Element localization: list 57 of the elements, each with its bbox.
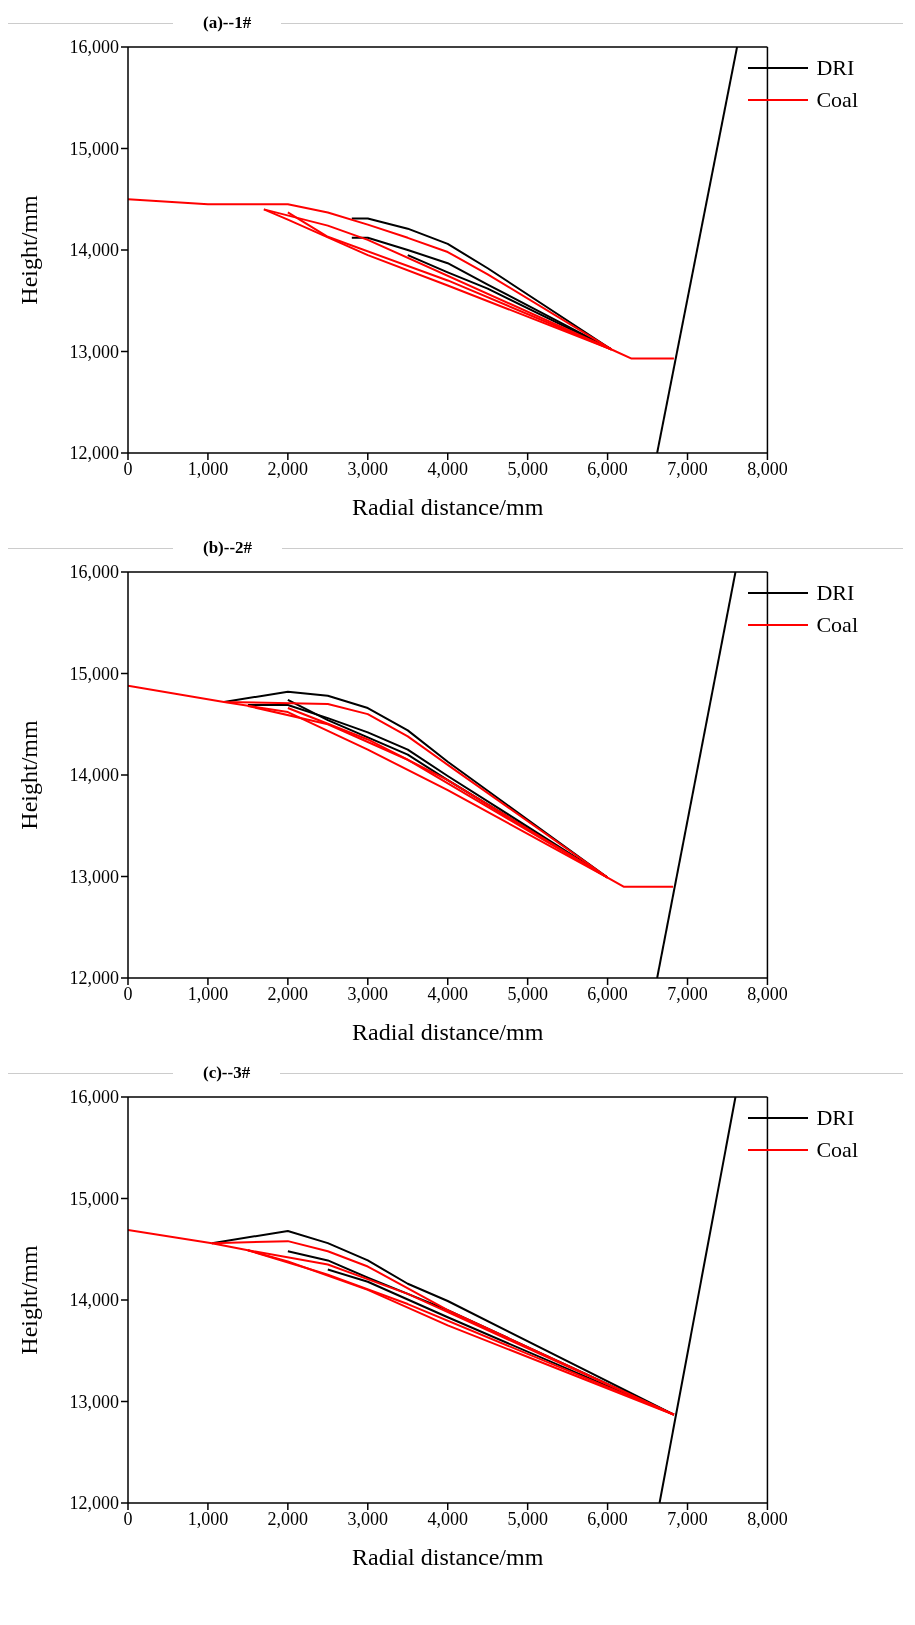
- y-tick-label: 16,000: [69, 1087, 119, 1108]
- x-tick-label: 2,000: [267, 983, 309, 1004]
- legend-label: DRI: [816, 580, 855, 606]
- x-tick-label: 5,000: [507, 1508, 548, 1529]
- x-tick-label: 0: [123, 1508, 133, 1529]
- x-tick-label: 3,000: [347, 983, 389, 1004]
- y-axis-title: Height/mm: [15, 720, 42, 830]
- x-tick-label: 0: [123, 983, 133, 1004]
- x-axis-title: Radial distance/mm: [352, 1544, 544, 1570]
- y-tick-label: 13,000: [69, 341, 119, 362]
- legend-label: Coal: [816, 1137, 858, 1163]
- y-tick-label: 14,000: [69, 765, 119, 786]
- legend-label: DRI: [816, 55, 855, 81]
- y-tick-label: 13,000: [69, 866, 119, 887]
- x-tick-label: 6,000: [587, 983, 628, 1004]
- y-tick-label: 16,000: [69, 562, 119, 583]
- x-tick-label: 4,000: [427, 1508, 468, 1529]
- y-axis-title: Height/mm: [15, 1245, 42, 1355]
- x-tick-label: 7,000: [667, 983, 708, 1004]
- x-tick-label: 5,000: [507, 458, 548, 479]
- y-tick-label: 12,000: [69, 443, 119, 464]
- legend-label: DRI: [816, 1105, 855, 1131]
- legend-label: Coal: [816, 612, 858, 638]
- x-tick-label: 7,000: [667, 458, 708, 479]
- x-tick-label: 8,000: [747, 1508, 788, 1529]
- x-tick-label: 2,000: [267, 458, 309, 479]
- x-axis-title: Radial distance/mm: [352, 1019, 544, 1045]
- x-tick-label: 7,000: [667, 1508, 708, 1529]
- x-tick-label: 1,000: [187, 1508, 229, 1529]
- y-tick-label: 12,000: [69, 1493, 119, 1514]
- y-tick-label: 15,000: [69, 663, 119, 684]
- x-tick-label: 2,000: [267, 1508, 309, 1529]
- y-tick-label: 13,000: [69, 1391, 119, 1412]
- x-tick-label: 4,000: [427, 983, 468, 1004]
- x-tick-label: 6,000: [587, 458, 628, 479]
- x-tick-label: 8,000: [747, 458, 788, 479]
- chart-title: (c)--3#: [202, 1063, 252, 1083]
- y-tick-label: 15,000: [69, 138, 119, 159]
- legend-label: Coal: [816, 87, 858, 113]
- x-tick-label: 5,000: [507, 983, 548, 1004]
- y-tick-label: 14,000: [69, 1290, 119, 1311]
- x-tick-label: 6,000: [587, 1508, 628, 1529]
- y-axis-title: Height/mm: [15, 195, 42, 305]
- x-axis-title: Radial distance/mm: [352, 494, 544, 520]
- chart-title: (b)--2#: [202, 538, 254, 558]
- chart-title: (a)--1#: [202, 13, 253, 33]
- x-tick-label: 4,000: [427, 458, 468, 479]
- y-tick-label: 15,000: [69, 1188, 119, 1209]
- y-tick-label: 14,000: [69, 240, 119, 261]
- x-tick-label: 3,000: [347, 1508, 389, 1529]
- y-tick-label: 12,000: [69, 968, 119, 989]
- x-tick-label: 1,000: [187, 458, 229, 479]
- x-tick-label: 0: [123, 458, 133, 479]
- x-tick-label: 1,000: [187, 983, 229, 1004]
- x-tick-label: 8,000: [747, 983, 788, 1004]
- x-tick-label: 3,000: [347, 458, 389, 479]
- y-tick-label: 16,000: [69, 37, 119, 58]
